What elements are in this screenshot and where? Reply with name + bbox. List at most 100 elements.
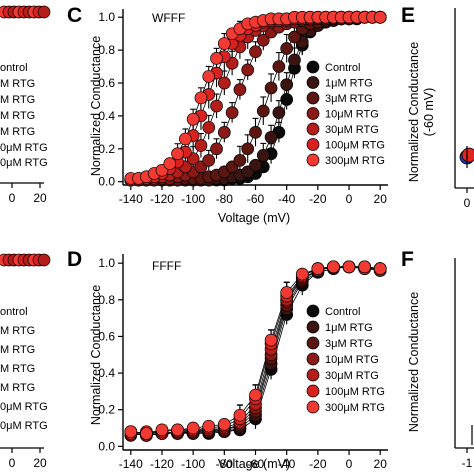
panel-d-x-tick-label: -40 (278, 457, 296, 471)
panel-c-data-point (288, 30, 301, 44)
panel-c-data-point (264, 130, 278, 144)
panel-c-data-point (241, 63, 255, 77)
panel-d-data-point (140, 427, 153, 440)
panel-c-data-point (186, 112, 200, 126)
left-top-legend-text: M RTG (0, 94, 35, 106)
panel-d-legend-label: 300μM RTG (325, 402, 385, 414)
panel-c-data-point (194, 139, 208, 152)
panel-d-x-tick-label: -100 (181, 457, 205, 471)
left-top-legend-text: M RTG (0, 110, 35, 122)
panel-d: D Normalized Conductance Voltage (mV) FF… (67, 248, 388, 471)
panel-d-x-tick-label: 0 (346, 457, 353, 471)
panel-d-x-tick-label: -20 (309, 457, 327, 471)
left-top-legend-text: 0μM RTG (0, 157, 48, 169)
panel-c-legend-marker (306, 153, 320, 167)
panel-f-y-axis-title: Normalized Conductance (407, 292, 421, 432)
panel-e-y-axis-title: Normalized Conductance (407, 42, 421, 182)
panel-c-x-tick-label: -20 (309, 192, 327, 206)
panel-d-plot-area (124, 260, 387, 442)
panel-c-data-point (249, 126, 262, 139)
panel-d-y-tick-label: 1.0 (98, 256, 115, 270)
panel-d-axes: 0.0 0.2 0.4 0.6 0.8 1.0 -140 -120 -100 -80 -60 -40-… (98, 254, 388, 471)
panel-d-x-tick-label: -60 (247, 457, 265, 471)
panel-c: C Normalized Conductance Voltage (mV) WF… (67, 4, 388, 225)
panel-d-legend-marker (306, 368, 320, 382)
panel-d-legend-label: 10μM RTG (325, 354, 379, 366)
panel-d-legend-marker (306, 304, 320, 318)
panel-d-data-point (217, 418, 231, 431)
panel-c-x-tick-label: -60 (247, 192, 265, 206)
panel-d-y-axis-title: Normalized Conductance (89, 285, 103, 425)
panel-c-legend-label: 3μM RTG (325, 93, 373, 105)
panel-c-data-point (233, 153, 247, 167)
panel-e-tick-label: 0 (464, 196, 471, 210)
panel-c-legend-label: 30μM RTG (325, 124, 379, 136)
panel-c-x-tick-label: -100 (181, 192, 205, 206)
left-top-data-point (37, 5, 51, 19)
panel-c-data-point (217, 37, 231, 50)
panel-c-data-point (179, 132, 192, 146)
panel-d-chart-title: FFFF (152, 259, 181, 273)
panel-c-data-point (171, 147, 184, 161)
panel-c-data-point (249, 45, 262, 59)
panel-c-data-point (256, 149, 270, 162)
panel-d-data-point (280, 286, 294, 299)
panel-d-x-tick-label: -120 (150, 457, 174, 471)
panel-c-x-axis-title: Voltage (mV) (218, 211, 290, 225)
panel-d-data-point (186, 421, 200, 435)
panel-d-y-tick-label: 0.0 (98, 439, 115, 453)
left-bottom-tick-label: 20 (33, 456, 47, 470)
panel-c-data-point (256, 33, 270, 47)
left-top-data-points (0, 5, 51, 19)
panel-d-legend-marker (306, 384, 320, 398)
panel-d-data-point (311, 262, 325, 276)
panel-c-data-point (202, 153, 216, 167)
left-bottom-legend-text: 0μM RTG (0, 401, 48, 413)
panel-c-x-tick-label: -40 (278, 192, 296, 206)
panel-c-data-point (241, 142, 255, 156)
panel-c-data-point (210, 51, 223, 65)
panel-d-data-point (233, 408, 247, 422)
panel-c-y-tick-label: 0.2 (98, 142, 115, 156)
panel-c-y-tick-label: 1.0 (98, 10, 115, 24)
panel-c-x-tick-label: -80 (216, 192, 234, 206)
panel-f-tick-label: -1 (462, 456, 473, 470)
panel-d-legend-label: 3μM RTG (325, 338, 373, 350)
left-bottom-legend-text: M RTG (0, 363, 35, 375)
panel-f-letter: F (401, 248, 414, 271)
panel-d-x-tick-label: 20 (374, 457, 388, 471)
left-bottom-data-point (37, 253, 51, 267)
panel-c-data-point (280, 78, 294, 92)
panel-d-y-tick-label: 0.6 (98, 329, 115, 343)
left-bottom-legend-text: M RTG (0, 382, 35, 394)
left-bottom-legend-text: M RTG (0, 344, 35, 356)
panel-c-legend-label: 100μM RTG (325, 140, 385, 152)
left-top-legend-text: M RTG (0, 126, 35, 138)
panel-d-data-point (358, 260, 371, 274)
panel-c-data-point (256, 104, 270, 118)
panel-c-data-point (217, 76, 231, 90)
panel-d-data-point (264, 333, 278, 347)
panel-c-legend: Control 1μM RTG 3μM RTG 10μM RTG 30μM RTG 100… (306, 60, 385, 167)
panel-d-legend-label: Control (325, 306, 360, 318)
panel-e-partial: E Normalized Conductance (-60 mV) 0 (401, 4, 474, 210)
panel-c-x-tick-label: 0 (346, 192, 353, 206)
panel-d-x-tick-label: -140 (119, 457, 143, 471)
panel-c-letter: C (67, 4, 82, 27)
panel-d-data-point (342, 260, 356, 274)
panel-c-x-tick-label: 20 (374, 192, 388, 206)
left-top-partial-panel: 0 20 ontrol M RTG M RTG M RTG M RTG 0μM … (0, 5, 51, 205)
panel-c-data-point (373, 10, 387, 24)
panel-d-legend-marker (306, 336, 320, 350)
left-bottom-tick-label: 0 (9, 456, 16, 470)
panel-d-x-axis-title: Voltage (mV) (218, 457, 290, 471)
panel-d-legend-marker (306, 320, 320, 334)
panel-c-legend-marker (306, 76, 320, 89)
panel-e-y-axis-subtitle: (-60 mV) (422, 88, 436, 137)
panel-c-data-point (202, 121, 216, 134)
panel-d-y-tick-label: 0.4 (98, 366, 115, 380)
panel-c-data-point (194, 91, 208, 105)
left-top-legend-text: M RTG (0, 78, 35, 90)
panel-c-data-point (210, 142, 223, 156)
panel-c-data-point (217, 126, 231, 139)
